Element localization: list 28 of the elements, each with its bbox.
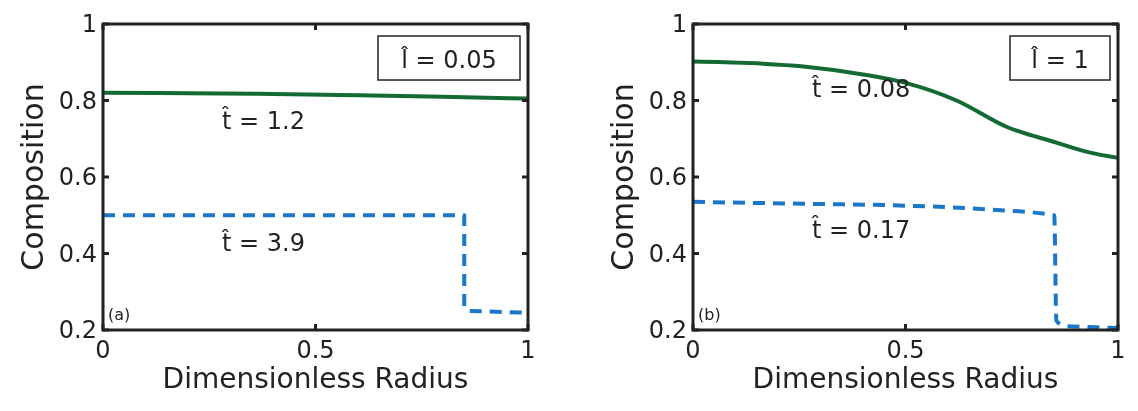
y-axis-title: Composition xyxy=(605,83,640,271)
series-label: t̂ = 3.9 xyxy=(221,228,305,258)
y-tick-label: 0.8 xyxy=(58,86,97,115)
y-axis-title: Composition xyxy=(15,83,50,271)
annotation: l̂ = 1 xyxy=(1030,45,1089,74)
annotation: (b) xyxy=(698,305,721,324)
x-tick-label: 0 xyxy=(95,336,111,364)
y-tick-label: 0.4 xyxy=(648,239,687,268)
series-label: t̂ = 0.17 xyxy=(811,215,911,244)
x-tick-label: 1 xyxy=(1110,336,1126,364)
series-label: t̂ = 1.2 xyxy=(221,106,305,135)
x-axis-title: Dimensionless Radius xyxy=(162,362,469,395)
series-label: t̂ = 0.08 xyxy=(811,75,911,104)
x-tick-label: 0 xyxy=(685,336,701,364)
annotation: l̂ = 0.05 xyxy=(400,45,497,74)
x-tick-label: 0.5 xyxy=(296,336,335,364)
annotation: (a) xyxy=(108,305,131,324)
y-tick-label: 0.6 xyxy=(58,163,97,191)
x-tick-label: 1 xyxy=(520,336,536,364)
y-tick-label: 0.2 xyxy=(648,316,687,344)
y-tick-label: 0.4 xyxy=(58,239,97,268)
y-tick-label: 0.8 xyxy=(648,86,687,115)
x-tick-label: 0.5 xyxy=(886,336,925,364)
y-tick-label: 0.6 xyxy=(648,163,687,191)
y-tick-label: 1 xyxy=(671,10,687,38)
x-axis-title: Dimensionless Radius xyxy=(752,362,1059,395)
y-tick-label: 1 xyxy=(81,10,97,38)
y-tick-label: 0.2 xyxy=(58,316,97,344)
